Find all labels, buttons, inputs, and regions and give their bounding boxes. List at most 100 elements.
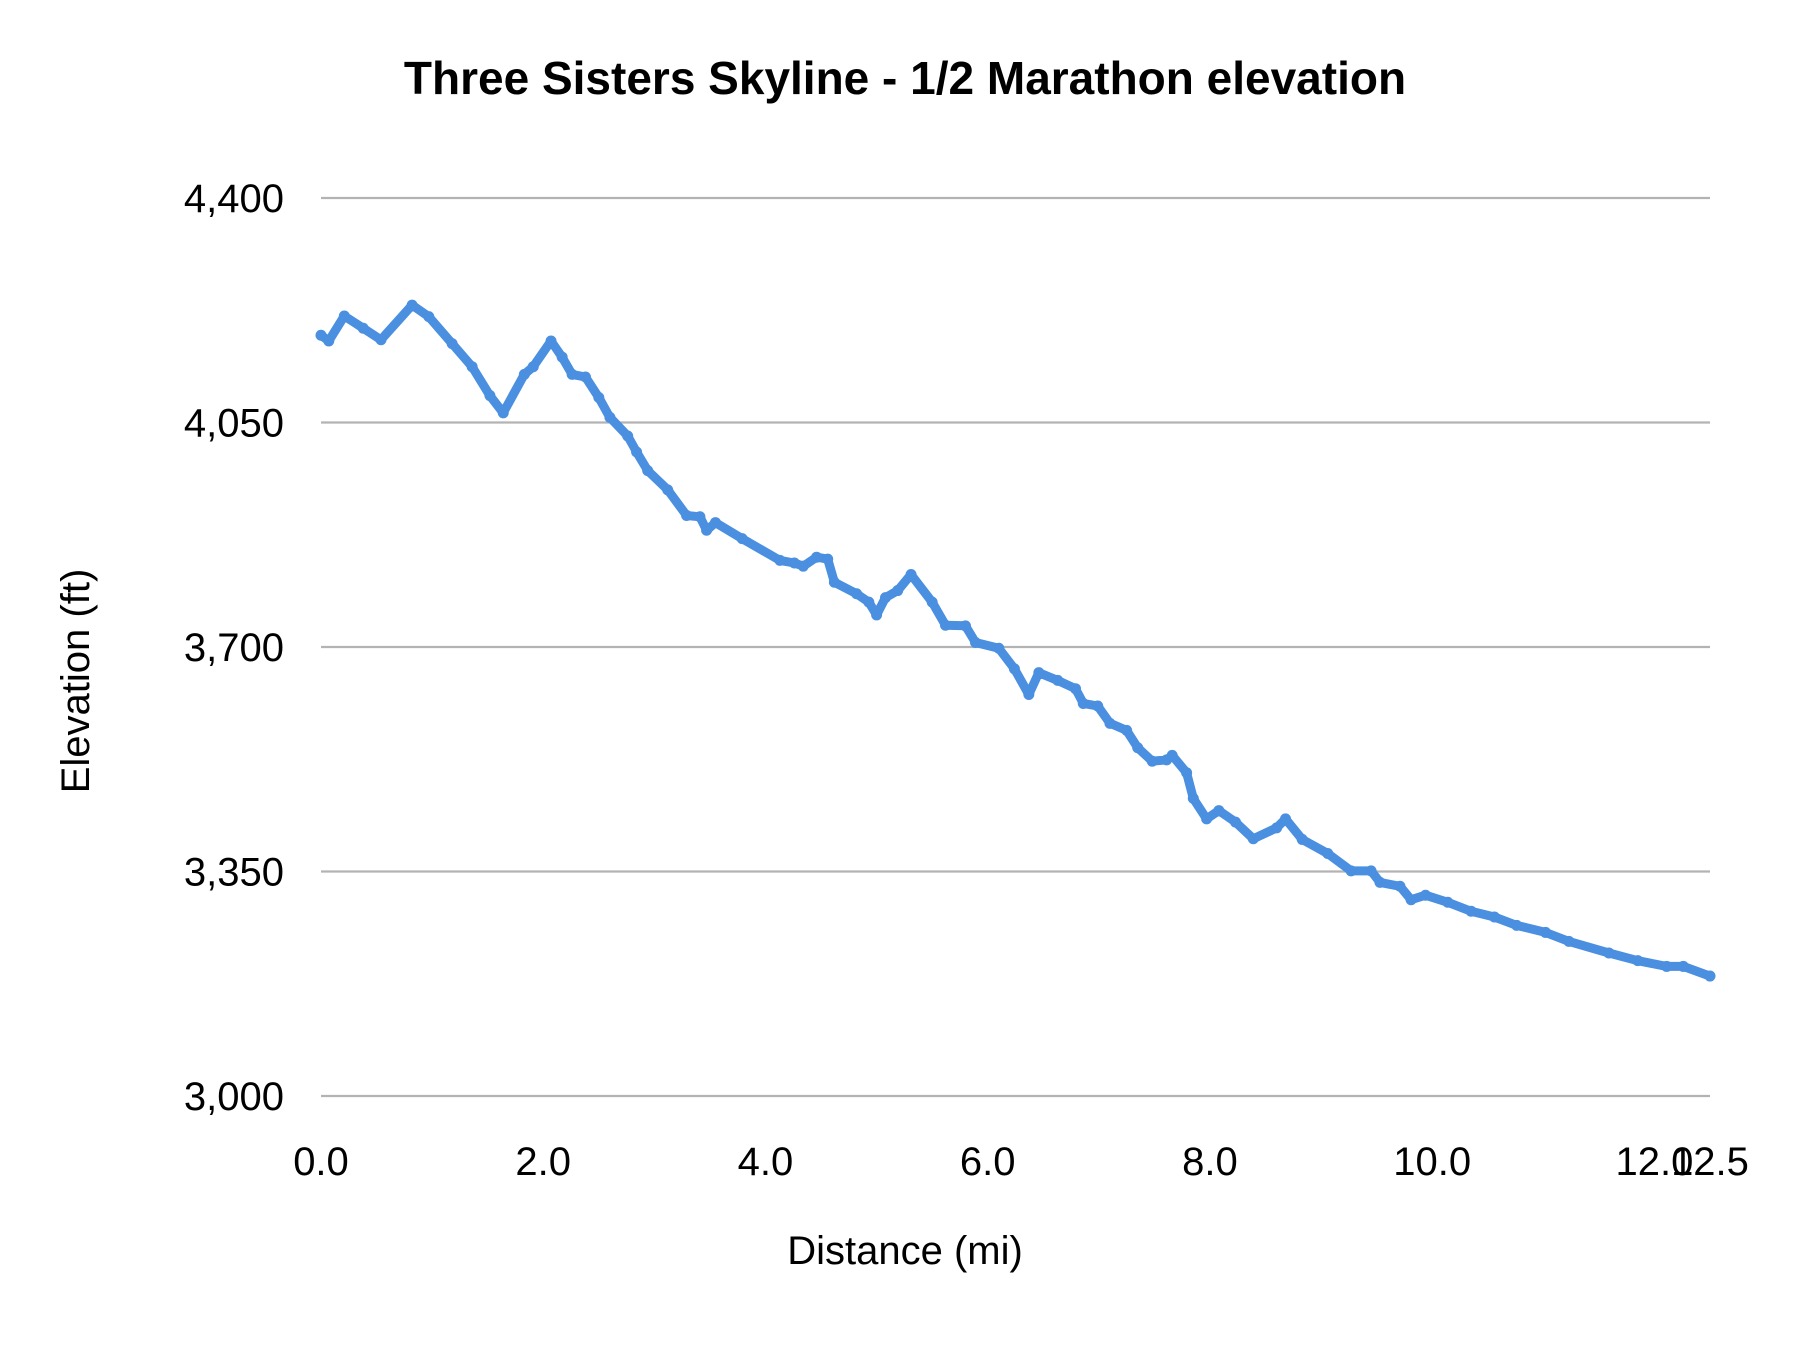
- x-tick-label: 12.5: [1671, 1140, 1749, 1184]
- data-point: [788, 557, 800, 569]
- data-point: [993, 642, 1005, 654]
- data-point: [1632, 955, 1644, 967]
- data-point: [338, 310, 350, 322]
- data-point: [939, 619, 951, 631]
- data-point: [593, 391, 605, 403]
- data-point: [1280, 813, 1292, 825]
- y-tick-label: 3,000: [184, 1075, 284, 1119]
- data-point: [1442, 896, 1454, 908]
- data-point: [681, 510, 693, 522]
- data-point: [1181, 767, 1193, 779]
- x-tick-label: 4.0: [738, 1140, 794, 1184]
- data-point: [1405, 894, 1417, 906]
- data-point: [642, 465, 654, 477]
- y-axis-ticks: 3,000 3,350 3,700 4,050 4,400: [184, 177, 284, 1119]
- data-point: [851, 588, 863, 600]
- data-point: [1132, 742, 1144, 754]
- data-point: [871, 609, 883, 621]
- gridlines: [321, 196, 1710, 1098]
- data-point: [1420, 889, 1432, 901]
- data-point: [1365, 865, 1377, 877]
- data-point: [1488, 911, 1500, 923]
- data-point: [662, 484, 674, 496]
- data-point: [1661, 960, 1673, 972]
- data-point: [736, 533, 748, 545]
- x-tick-label: 8.0: [1182, 1140, 1238, 1184]
- data-point: [959, 620, 971, 632]
- data-point: [1052, 674, 1064, 686]
- data-point: [466, 361, 478, 373]
- data-point: [1121, 724, 1133, 736]
- data-point: [579, 371, 591, 383]
- data-point: [1077, 697, 1089, 709]
- data-point: [1677, 960, 1689, 972]
- data-point: [879, 592, 891, 604]
- data-point: [863, 596, 875, 608]
- data-point: [323, 335, 335, 347]
- data-point: [969, 637, 981, 649]
- data-point: [622, 430, 634, 442]
- elevation-line: [316, 300, 1715, 981]
- x-tick-label: 6.0: [960, 1140, 1016, 1184]
- y-tick-label: 4,050: [184, 402, 284, 446]
- data-point: [545, 335, 557, 347]
- data-point: [892, 585, 904, 597]
- data-point: [484, 390, 496, 402]
- x-tick-label: 2.0: [515, 1140, 571, 1184]
- data-point: [1394, 880, 1406, 892]
- data-point: [926, 596, 938, 608]
- data-point: [1166, 749, 1178, 761]
- data-point: [446, 338, 458, 350]
- data-point: [631, 446, 643, 458]
- data-point: [1511, 919, 1523, 931]
- data-point: [822, 553, 834, 565]
- y-tick-label: 3,700: [184, 626, 284, 670]
- x-tick-label: 12.0: [1616, 1140, 1694, 1184]
- data-point: [1465, 905, 1477, 917]
- elevation-series: [315, 299, 1716, 982]
- data-point: [527, 361, 539, 373]
- chart-title: Three Sisters Skyline - 1/2 Marathon ele…: [404, 52, 1406, 104]
- data-point: [797, 560, 809, 572]
- y-tick-label: 4,400: [184, 177, 284, 221]
- data-point: [694, 511, 706, 523]
- data-point: [701, 524, 713, 536]
- data-point: [1104, 717, 1116, 729]
- data-point: [406, 299, 418, 311]
- data-point: [566, 368, 578, 380]
- data-point: [315, 329, 327, 341]
- data-point: [1213, 805, 1225, 817]
- data-point: [1070, 683, 1082, 695]
- x-tick-label: 10.0: [1393, 1140, 1471, 1184]
- data-point: [1033, 667, 1045, 679]
- data-point: [1345, 865, 1357, 877]
- y-axis-title: Elevation (ft): [54, 569, 98, 794]
- data-point: [774, 554, 786, 566]
- x-axis-title: Distance (mi): [787, 1229, 1023, 1273]
- data-point: [518, 368, 530, 380]
- data-point: [1296, 833, 1308, 845]
- data-point: [709, 517, 721, 529]
- data-point: [828, 576, 840, 588]
- data-point: [1092, 700, 1104, 712]
- data-point: [1008, 663, 1020, 675]
- data-point: [1187, 792, 1199, 804]
- x-axis-ticks: 0.0 2.0 4.0 6.0 8.0 10.0 12.012.5: [293, 1140, 1749, 1184]
- data-point: [357, 322, 369, 334]
- data-point: [1374, 876, 1386, 888]
- data-point: [1023, 688, 1035, 700]
- x-tick-label: 0.0: [293, 1140, 349, 1184]
- data-point: [1603, 947, 1615, 959]
- data-point: [1230, 816, 1242, 828]
- data-point: [1704, 970, 1716, 982]
- data-point: [375, 334, 387, 346]
- data-point: [1247, 833, 1259, 845]
- data-point: [1540, 926, 1552, 938]
- data-point: [497, 407, 509, 419]
- data-point: [1146, 755, 1158, 767]
- y-tick-label: 3,350: [184, 851, 284, 895]
- data-point: [905, 569, 917, 581]
- data-point: [423, 311, 435, 323]
- data-point: [1271, 822, 1283, 834]
